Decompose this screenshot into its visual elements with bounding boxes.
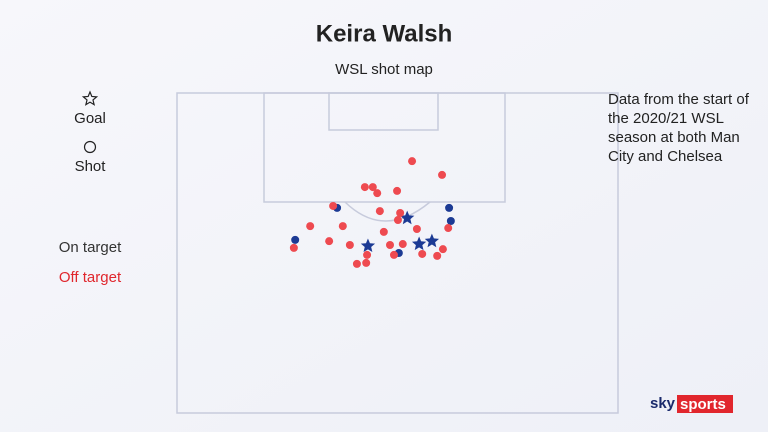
shot-marker: [438, 170, 447, 179]
shot-marker: [362, 258, 371, 267]
shot-marker: [368, 183, 377, 192]
shot-marker: [445, 203, 454, 212]
logo: sky sports: [650, 395, 733, 413]
shot-marker: [363, 250, 372, 259]
shot-marker: [306, 222, 315, 231]
shot-marker: [360, 238, 376, 253]
shot-marker: [400, 210, 415, 225]
pitch: [176, 92, 619, 414]
shot-marker: [424, 233, 440, 248]
shot-marker: [396, 209, 405, 217]
shot-marker: [412, 225, 421, 233]
shot-marker: [379, 227, 388, 236]
shot-marker: [291, 235, 300, 244]
shot-marker: [360, 183, 369, 192]
shot-marker: [352, 259, 361, 268]
note: Data from the start of the 2020/21 WSL s…: [608, 91, 749, 165]
shot-marker: [438, 245, 447, 254]
logo-box: [677, 395, 733, 413]
shot-marker: [338, 222, 347, 231]
six-yard-box: [328, 92, 439, 131]
shot-marker: [444, 224, 453, 233]
penalty-arc: [344, 201, 431, 222]
shot-marker: [389, 250, 398, 259]
legend-label: Shot: [75, 158, 107, 175]
shot-marker: [289, 243, 298, 252]
shot-marker: [345, 241, 354, 249]
legend-label: Off target: [59, 269, 122, 286]
note-box: Data from the start of the 2020/21 WSL s…: [608, 91, 749, 165]
shot-marker: [386, 241, 395, 249]
shot-marker: [418, 249, 427, 258]
shot-marker: [398, 240, 407, 249]
legend-label: Goal: [74, 110, 106, 127]
shot-marker: [393, 216, 402, 225]
legend-marker: [83, 140, 97, 154]
logo-sky: sky: [650, 395, 676, 412]
chart-subtitle: WSL shot map: [335, 61, 433, 78]
shot-marker: [325, 237, 334, 246]
shot-marker: [393, 186, 402, 195]
chart-title: Keira Walsh: [316, 20, 453, 47]
shot-marker: [433, 251, 442, 260]
shot-marker: [408, 157, 417, 166]
shot-marker: [375, 207, 384, 216]
shot-marker: [411, 236, 427, 251]
shot-marker: [446, 217, 455, 225]
shot-marker: [373, 189, 382, 198]
logo-sports: sports: [680, 396, 726, 413]
legend-label: On target: [59, 239, 122, 256]
shot-marker: [329, 201, 338, 210]
legend-marker: [81, 90, 99, 106]
